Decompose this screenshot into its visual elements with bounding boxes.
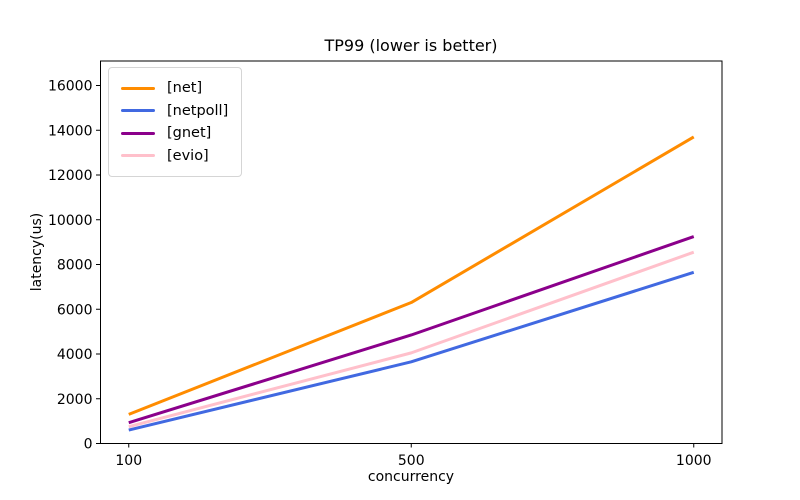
y-tick-label: 6000	[57, 302, 93, 318]
legend: [net] [netpoll] [gnet] [evio]	[108, 67, 243, 177]
x-tick-label: 500	[398, 453, 425, 469]
legend-item-gnet: [gnet]	[121, 122, 228, 145]
legend-item-netpoll: [netpoll]	[121, 100, 228, 123]
legend-swatch-netpoll	[121, 109, 155, 113]
legend-swatch-net	[121, 86, 155, 90]
series-line-gnet	[128, 235, 695, 425]
y-tick-label: 0	[84, 437, 93, 453]
legend-label-netpoll: [netpoll]	[167, 102, 229, 119]
y-axis-label: latency(us)	[29, 212, 45, 292]
y-tick-label: 16000	[48, 79, 93, 95]
x-tick-label: 100	[115, 453, 142, 469]
legend-label-gnet: [gnet]	[167, 125, 212, 141]
legend-label-net: [net]	[167, 80, 203, 96]
y-tick-label: 2000	[57, 392, 93, 408]
legend-item-net: [net]	[121, 77, 228, 100]
y-tick-label: 8000	[57, 258, 93, 274]
chart-title: TP99 (lower is better)	[324, 36, 498, 55]
legend-swatch-gnet	[121, 131, 155, 135]
y-tick-label: 4000	[57, 347, 93, 363]
series-line-evio	[128, 250, 695, 429]
series-line-netpoll	[128, 270, 695, 432]
legend-item-evio: [evio]	[121, 145, 228, 168]
x-tick-label: 1000	[676, 453, 712, 469]
x-axis-label: concurrency	[367, 469, 455, 485]
y-tick-label: 10000	[48, 213, 93, 229]
y-tick-label: 14000	[48, 123, 93, 139]
y-tick-label: 12000	[48, 168, 93, 184]
series-line-net	[128, 135, 695, 416]
legend-label-evio: [evio]	[167, 147, 209, 164]
legend-swatch-evio	[121, 154, 155, 158]
